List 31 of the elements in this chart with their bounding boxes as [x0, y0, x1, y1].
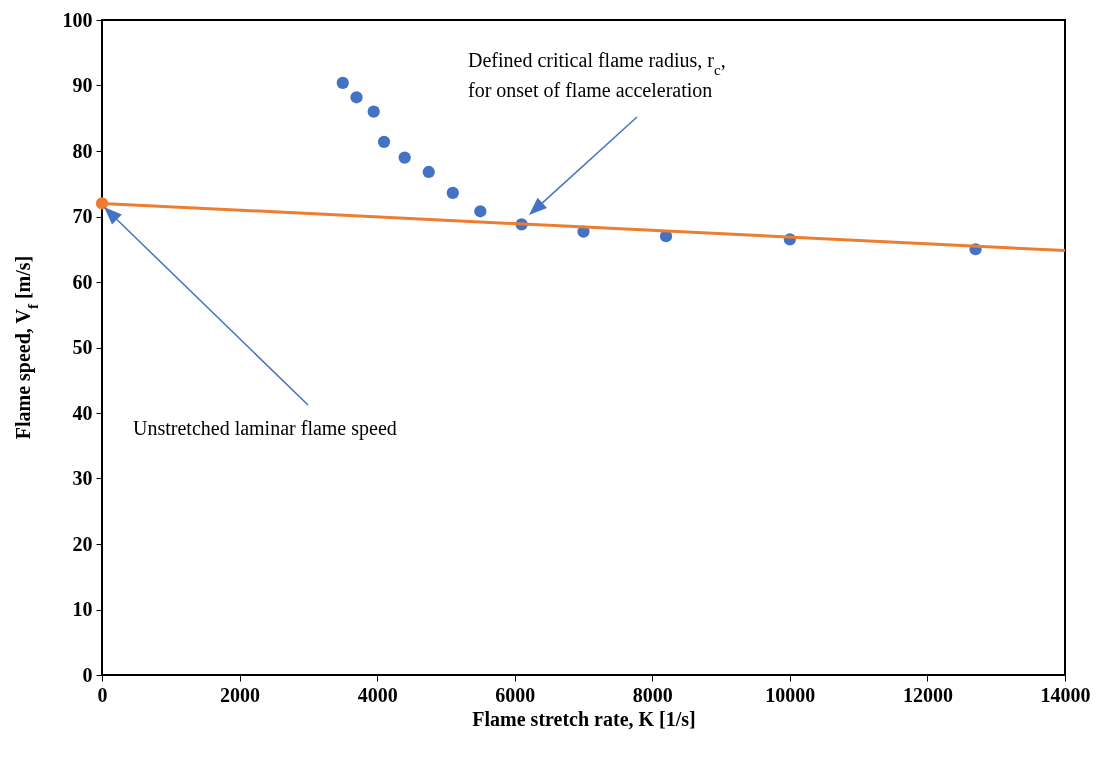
y-tick-label: 40	[72, 401, 93, 424]
y-tick-label: 0	[82, 663, 93, 686]
point	[422, 165, 435, 179]
y-tick-label: 10	[72, 598, 93, 620]
point	[398, 151, 411, 164]
x-tick-label: 10000	[765, 683, 816, 706]
y-tick-label: 80	[72, 139, 93, 162]
point	[446, 186, 459, 200]
x-tick-label: 12000	[902, 683, 953, 706]
y-tick-label: 70	[72, 205, 93, 227]
point	[350, 91, 363, 104]
x-tick-label: 2000	[220, 683, 261, 706]
y-tick-label: 60	[72, 270, 93, 293]
point	[336, 76, 349, 89]
point	[95, 197, 109, 210]
y-tick-label: 30	[72, 467, 93, 489]
x-tick-label: 6000	[495, 683, 536, 706]
x-tick-label: 4000	[357, 683, 398, 706]
y-tick-label: 100	[62, 8, 93, 31]
x-tick-label: 8000	[632, 683, 673, 706]
x-tick-label: 14000	[1040, 683, 1091, 706]
x-axis-title: Flame stretch rate, K [1/s]	[472, 707, 696, 730]
annotation: Defined critical flame radius, r$_{c}$, for onset of flame acceleration	[468, 49, 726, 101]
y-tick-label: 90	[72, 74, 93, 96]
y-tick-label: 50	[72, 336, 93, 358]
point	[377, 135, 391, 148]
y-tick-label: 20	[72, 532, 93, 555]
point	[474, 205, 487, 218]
x-tick-label: 0	[97, 683, 108, 706]
annotation: Unstretched laminar flame speed	[133, 417, 397, 440]
point	[367, 105, 380, 118]
